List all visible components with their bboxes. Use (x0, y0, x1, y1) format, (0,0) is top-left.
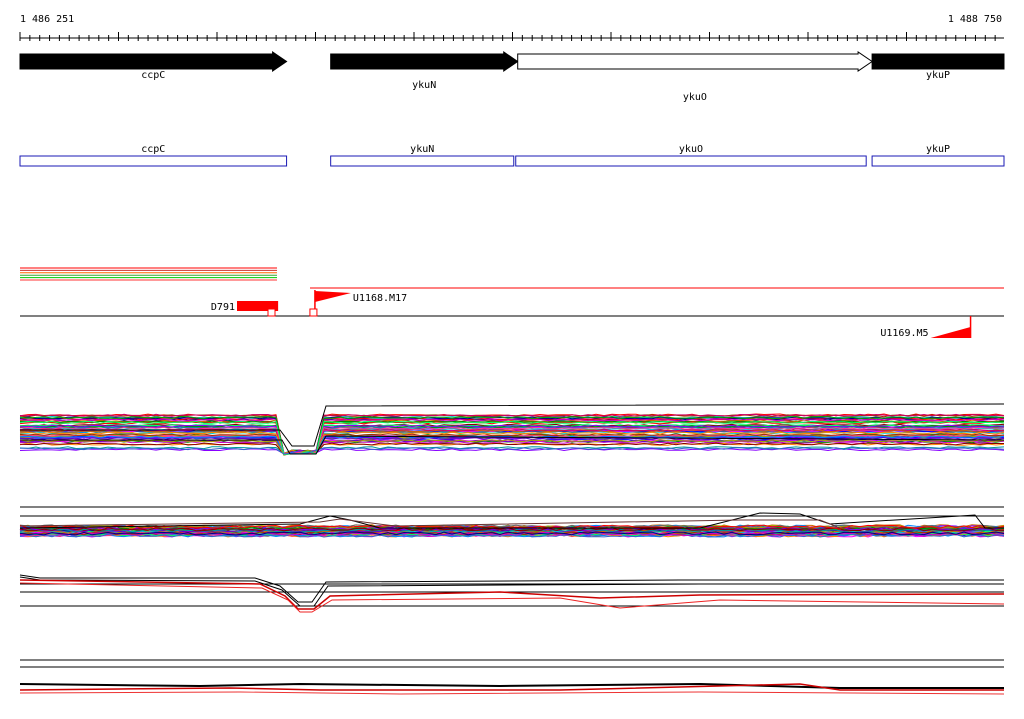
gene-box-label: ykuN (410, 144, 434, 155)
tiling-track (20, 267, 1004, 317)
expression-profile-line (19, 447, 1005, 455)
ruler-end-label: 1 488 750 (948, 14, 1002, 25)
bottom-profile-line-red (19, 691, 1005, 695)
expression-profile-line (19, 424, 1004, 455)
expression-profile-line (19, 413, 1005, 456)
promoter-track: D791 U1168.M17 U1169.M5 (211, 290, 972, 339)
gene-box-ykuP (871, 155, 1005, 167)
expression-profile-line (19, 439, 1005, 456)
strand-profile-line-red (19, 582, 1005, 613)
expression-profile-line (19, 528, 1005, 533)
expression-profile-line (19, 431, 1005, 455)
expression-profile-line (19, 533, 1005, 538)
expression-profile-line (19, 531, 1005, 536)
expression-envelope (20, 435, 1005, 455)
gene-arrow-label: ykuP (926, 70, 950, 81)
bottom-profile-line-red (19, 683, 1004, 691)
expression-track-strand-profile (19, 574, 1005, 613)
gene-box-label: ykuO (679, 144, 703, 155)
expression-profile-line (19, 524, 1005, 529)
promoter-label: U1168.M17 (353, 293, 407, 304)
promoter-marker-U1169.M5 (930, 327, 971, 338)
expression-upper-envelope (20, 403, 1005, 447)
gene-arrow-label: ccpC (141, 70, 165, 81)
promoter-label: U1169.M5 (880, 328, 928, 339)
promoter-tss-box (267, 308, 276, 317)
expression-profile-line (19, 527, 1004, 532)
strand-profile-line (19, 574, 1004, 603)
gene-box-ykuN (330, 155, 515, 167)
ruler-ticks (19, 32, 996, 41)
strand-profile-line-red (19, 579, 1005, 610)
expression-profile-line (19, 420, 1005, 456)
variance-envelope (19, 512, 1004, 529)
expression-profile-line (19, 524, 1005, 529)
promoter-marker-U1168.M17 (314, 291, 351, 302)
gene-arrow-label: ykuO (683, 92, 707, 103)
ruler-start-label: 1 486 251 (20, 14, 74, 25)
promoter-marker-D791 (237, 301, 279, 311)
gene-box-ccpC (19, 155, 288, 167)
gene-arrow-label: ykuN (412, 80, 436, 91)
promoter-tss-box (309, 308, 318, 317)
bottom-profile-line (19, 682, 1004, 689)
expression-profile-line (19, 418, 1005, 455)
gene-arrow-ykuP (871, 53, 1005, 70)
expression-track-multi-condition (19, 403, 1005, 456)
variance-envelope (19, 518, 841, 529)
expression-profile-line (19, 433, 1005, 455)
gene-arrow-ccpC (19, 51, 288, 72)
expression-profile-line (19, 425, 1005, 455)
expression-profile-line (19, 416, 1005, 455)
gene-box-label: ykuP (926, 144, 950, 155)
gene-box-label: ccpC (141, 144, 165, 155)
gene-arrow-ykuO (517, 51, 873, 72)
expression-track-variance (19, 506, 1005, 538)
promoter-label: D791 (211, 302, 235, 313)
gene-annotation-track: ccpC ykuN ykuO ykuP (19, 51, 1005, 103)
strand-profile-line (19, 576, 1004, 607)
expression-profile-line (19, 533, 1005, 538)
gene-box-track: ccpC ykuN ykuO ykuP (19, 144, 1005, 167)
gene-box-ykuO (515, 155, 867, 167)
expression-profile-line (19, 442, 1004, 456)
gene-arrow-ykuN (330, 51, 519, 72)
expression-profile-line (19, 426, 1005, 455)
coordinate-ruler: 1 486 251 1 488 750 (19, 14, 1004, 41)
expression-track-bottom-profile (19, 659, 1005, 695)
